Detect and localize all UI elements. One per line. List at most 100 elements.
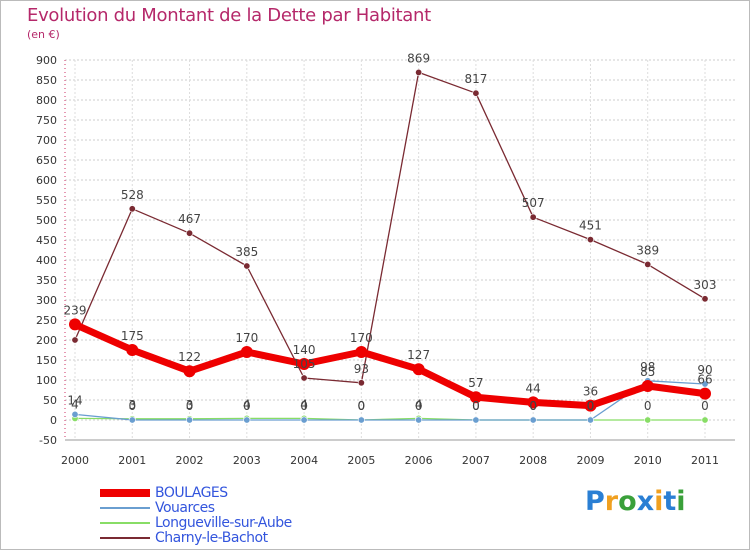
data-label-boulages: 175 — [121, 329, 144, 343]
x-tick-label: 2010 — [634, 454, 662, 467]
logo-letter: P — [585, 486, 605, 517]
data-label-vouarces: 0 — [472, 399, 480, 413]
y-tick-label: 450 — [36, 234, 57, 247]
data-point-charny-le-bachot — [586, 236, 594, 244]
logo-letter: t — [663, 486, 677, 517]
data-label-longueville-sur-aube: 4 — [300, 397, 308, 411]
data-point-boulages — [183, 365, 196, 378]
data-label-boulages: 127 — [407, 348, 430, 362]
legend-swatch — [100, 537, 150, 539]
logo-letter: x — [636, 486, 655, 517]
data-label-longueville-sur-aube: 0 — [529, 399, 537, 413]
legend-swatch — [100, 507, 150, 509]
data-point-vouarces — [529, 416, 537, 424]
data-label-vouarces: 0 — [128, 399, 136, 413]
data-point-boulages — [641, 380, 654, 392]
data-point-vouarces — [243, 416, 251, 424]
y-tick-label: 50 — [43, 394, 57, 407]
y-tick-label: 200 — [36, 334, 57, 347]
legend-label: Charny-le-Bachot — [155, 530, 268, 546]
x-tick-label: 2005 — [347, 454, 375, 467]
x-tick-label: 2001 — [118, 454, 146, 467]
x-tick-label: 2000 — [61, 454, 89, 467]
data-point-longueville-sur-aube — [644, 416, 652, 424]
x-tick-label: 2009 — [576, 454, 604, 467]
data-label-boulages: 44 — [526, 381, 541, 395]
data-point-boulages — [355, 346, 368, 358]
data-point-vouarces — [186, 416, 194, 424]
y-tick-label: 350 — [36, 274, 57, 287]
y-tick-label: 300 — [36, 294, 57, 307]
data-point-vouarces — [472, 416, 480, 424]
data-point-vouarces — [71, 410, 79, 418]
data-point-charny-le-bachot — [357, 379, 365, 387]
data-point-charny-le-bachot — [71, 336, 79, 344]
y-tick-label: 250 — [36, 314, 57, 327]
data-label-charny-le-bachot: 385 — [235, 245, 258, 259]
y-tick-label: 900 — [36, 54, 57, 67]
proxiti-logo: Proxiti — [585, 486, 686, 517]
y-tick-label: -50 — [39, 434, 57, 447]
y-tick-label: 100 — [36, 374, 57, 387]
data-label-longueville-sur-aube: 4 — [71, 397, 79, 411]
data-label-boulages: 66 — [697, 373, 712, 387]
logo-letter: o — [618, 486, 637, 517]
data-point-longueville-sur-aube — [701, 416, 709, 424]
y-tick-label: 400 — [36, 254, 57, 267]
data-label-vouarces: 0 — [587, 399, 595, 413]
logo-letter: i — [676, 486, 686, 517]
data-point-vouarces — [701, 380, 709, 388]
data-point-boulages — [412, 363, 425, 376]
legend-swatch — [100, 522, 150, 524]
series-line-boulages — [71, 320, 709, 410]
data-point-boulages — [240, 346, 253, 358]
data-point-vouarces — [586, 416, 594, 424]
data-label-vouarces: 98 — [640, 360, 655, 374]
data-label-charny-le-bachot: 303 — [694, 278, 717, 292]
data-label-vouarces: 0 — [415, 399, 423, 413]
legend-label: BOULAGES — [155, 485, 228, 501]
data-point-charny-le-bachot — [644, 260, 652, 268]
x-tick-label: 2004 — [290, 454, 318, 467]
data-point-vouarces — [357, 416, 365, 424]
y-tick-label: 500 — [36, 214, 57, 227]
data-point-vouarces — [128, 416, 136, 424]
logo-letter: i — [654, 486, 664, 517]
data-label-longueville-sur-aube: 0 — [472, 399, 480, 413]
data-label-charny-le-bachot: 105 — [293, 357, 316, 371]
data-point-boulages — [584, 399, 597, 412]
data-point-vouarces — [415, 416, 423, 424]
data-point-charny-le-bachot — [472, 89, 480, 97]
y-tick-label: 750 — [36, 114, 57, 127]
data-label-vouarces: 0 — [243, 399, 251, 413]
y-tick-label: 650 — [36, 154, 57, 167]
data-label-vouarces: 0 — [300, 399, 308, 413]
data-label-boulages: 170 — [350, 331, 373, 345]
data-label-charny-le-bachot: 817 — [464, 72, 487, 86]
data-label-longueville-sur-aube: 3 — [128, 398, 136, 412]
data-label-charny-le-bachot: 93 — [354, 362, 369, 376]
data-point-vouarces — [300, 416, 308, 424]
data-point-charny-le-bachot — [415, 68, 423, 76]
data-point-charny-le-bachot — [701, 295, 709, 303]
data-point-charny-le-bachot — [186, 229, 194, 237]
data-point-boulages — [298, 358, 311, 370]
data-point-charny-le-bachot — [128, 205, 136, 213]
y-tick-label: 150 — [36, 354, 57, 367]
data-point-charny-le-bachot — [529, 213, 537, 221]
data-label-boulages: 85 — [640, 365, 655, 379]
y-tick-label: 700 — [36, 134, 57, 147]
data-label-vouarces: 14 — [67, 393, 82, 407]
chart-subtitle: (en €) — [27, 28, 60, 41]
data-point-charny-le-bachot — [300, 374, 308, 382]
legend-label: Longueville-sur-Aube — [155, 515, 292, 531]
series-line-charny-le-bachot — [74, 71, 706, 384]
data-point-boulages — [126, 344, 139, 356]
data-label-vouarces: 0 — [529, 399, 537, 413]
data-label-boulages: 36 — [583, 385, 598, 399]
y-tick-label: 600 — [36, 174, 57, 187]
data-label-boulages: 239 — [64, 303, 87, 317]
y-tick-label: 550 — [36, 194, 57, 207]
logo-letter: r — [604, 486, 619, 517]
legend-label: Vouarces — [155, 500, 215, 516]
